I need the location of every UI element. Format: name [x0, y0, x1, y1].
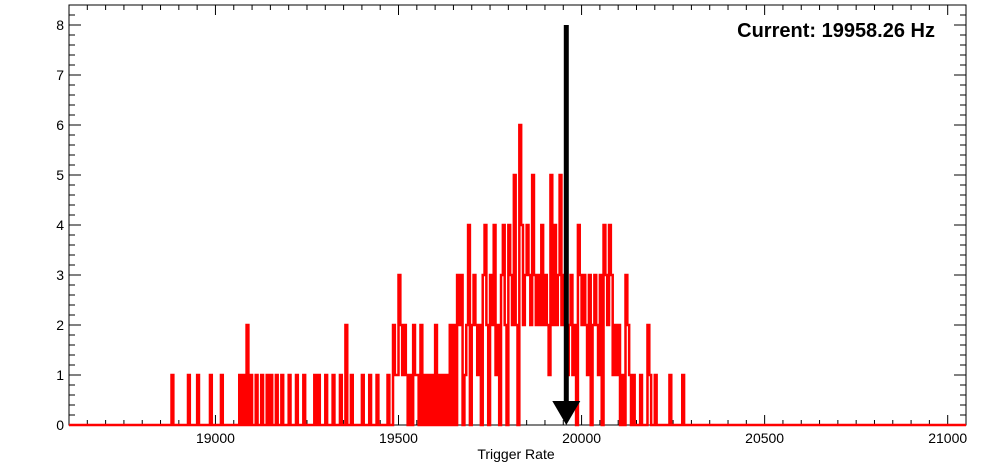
x-tick-label: 20500	[745, 430, 784, 446]
x-tick-label: 21000	[928, 430, 967, 446]
x-tick-label: 20000	[562, 430, 601, 446]
x-axis-title: Trigger Rate	[477, 446, 555, 462]
current-rate-label: Current: 19958.26 Hz	[737, 20, 935, 42]
current-rate-arrow	[552, 25, 581, 425]
y-tick-label: 8	[56, 17, 64, 33]
y-tick-label: 1	[56, 367, 64, 383]
y-tick-label: 2	[56, 317, 64, 333]
y-tick-label: 5	[56, 167, 64, 183]
axis-tick-labels: 19000 19500 20000 20500 21000 0 1 2 3 4 5 6 7 8	[56, 17, 967, 446]
y-tick-label: 7	[56, 67, 64, 83]
y-tick-label: 0	[56, 417, 64, 433]
y-tick-label: 6	[56, 117, 64, 133]
histogram-series-line	[69, 123, 966, 427]
y-tick-label: 3	[56, 267, 64, 283]
x-tick-label: 19000	[196, 430, 235, 446]
x-tick-label: 19500	[379, 430, 418, 446]
y-tick-label: 4	[56, 217, 64, 233]
arrow-head	[552, 401, 581, 425]
